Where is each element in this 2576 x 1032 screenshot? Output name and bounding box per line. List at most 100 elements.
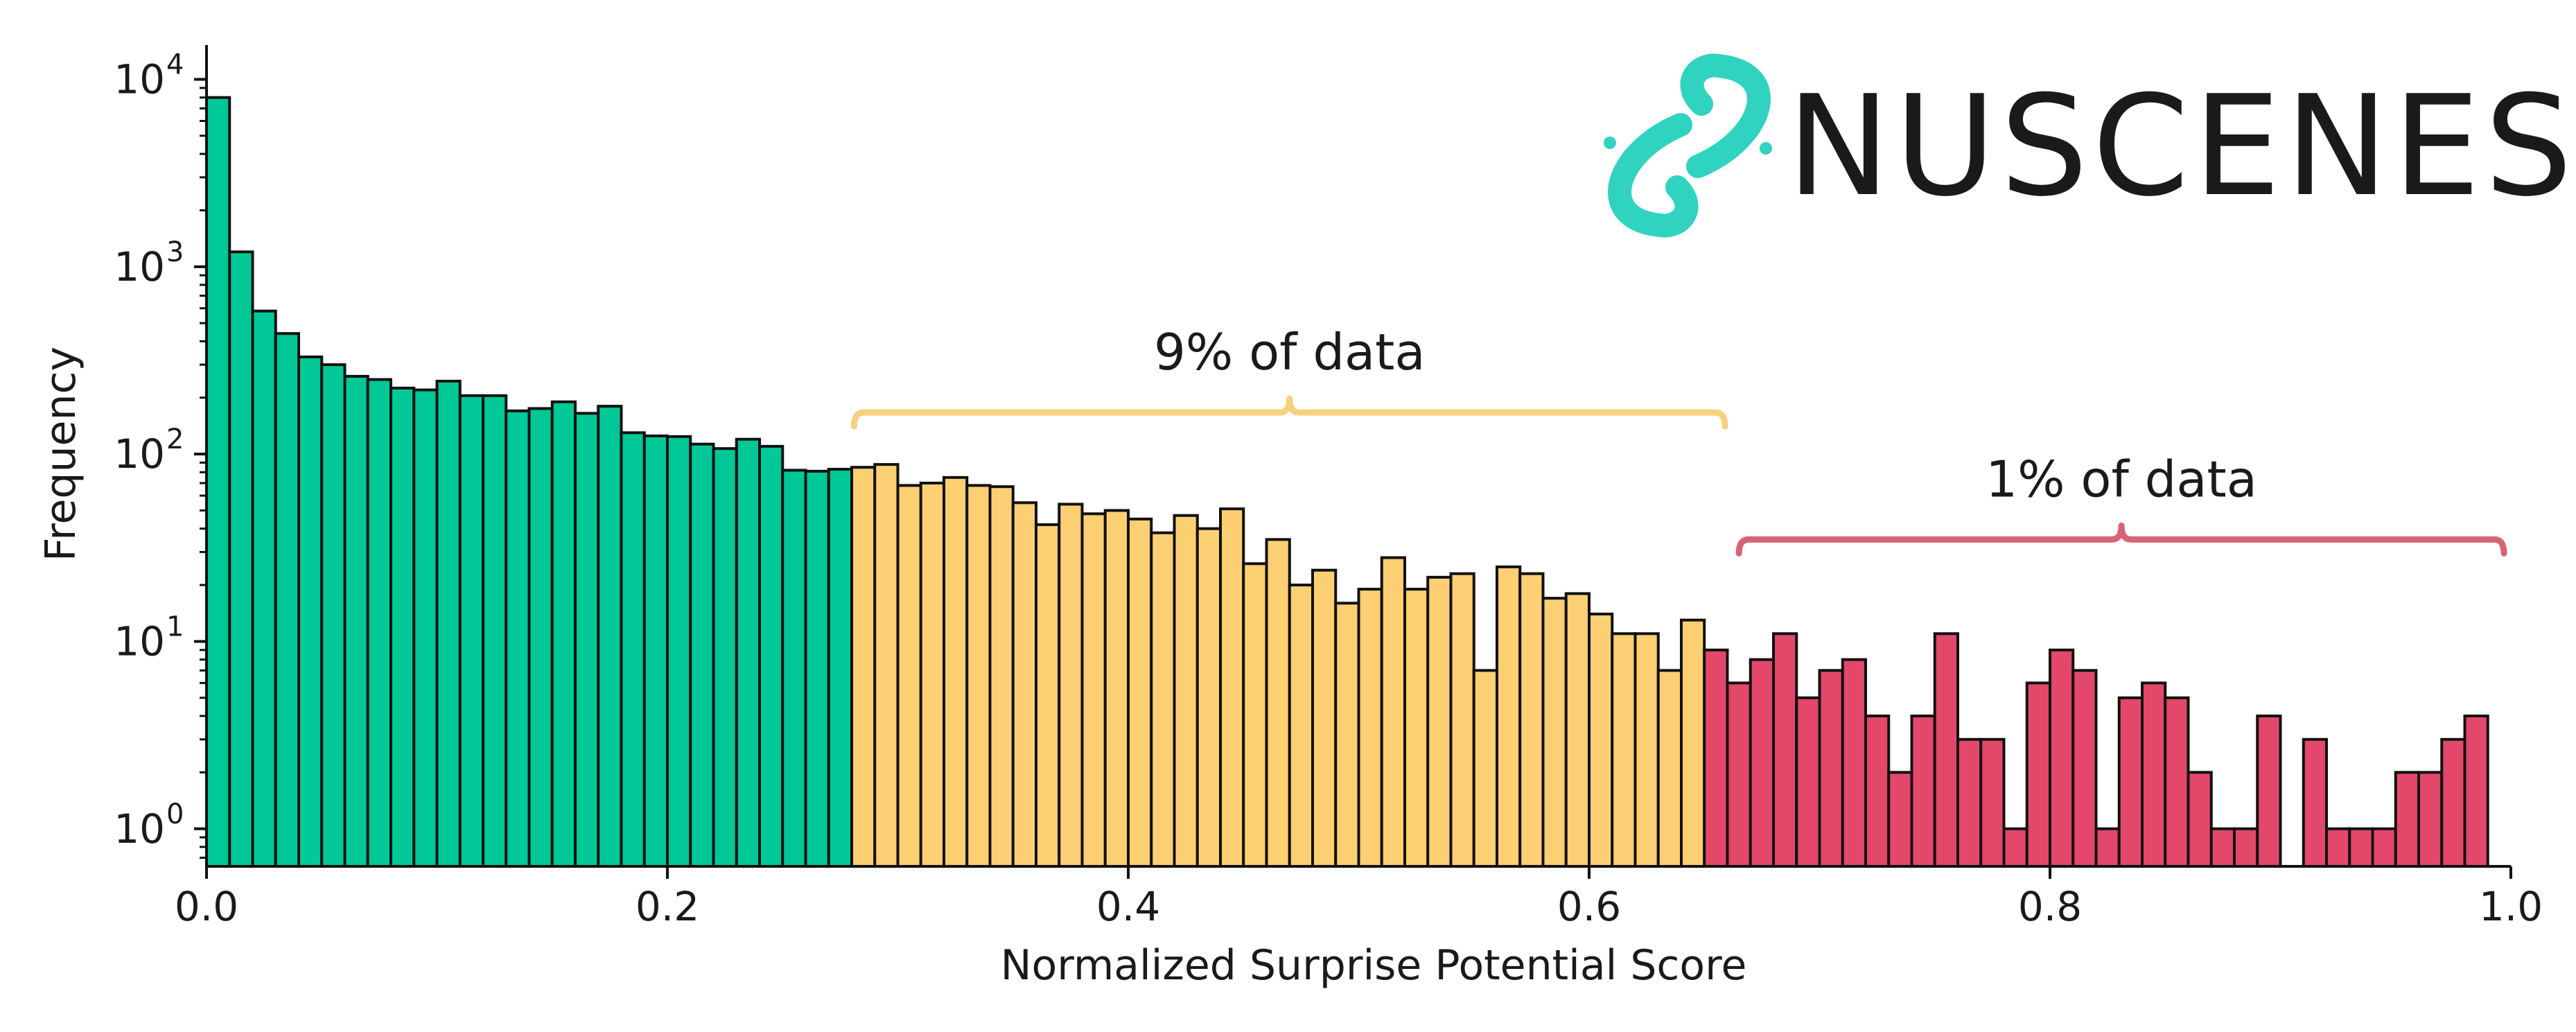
histogram-bar [1772,632,1798,868]
y-tick-label: 10 [114,805,165,852]
histogram-bar [1242,562,1268,868]
histogram-bar [1103,509,1130,868]
histogram-bar [251,309,277,868]
logo-wordmark: NUSCENES [1787,66,2576,227]
histogram-bar [1426,575,1453,868]
histogram-bar [205,96,231,868]
histogram-bar [827,468,853,868]
histogram-bar [965,484,992,868]
histogram-bar [527,407,554,868]
histogram-bar [1933,632,1959,868]
histogram-bar [1564,592,1591,868]
histogram-bar [228,250,254,868]
histogram-bar [850,466,877,868]
histogram-bar [1357,588,1383,868]
nuscenes-link-icon [1604,53,1772,238]
y-tick-exponent: 0 [166,798,184,830]
annotations-group: 9% of data 1% of data [850,323,2507,557]
histogram-bar [2094,827,2121,868]
histogram-bar [1127,517,1153,868]
histogram-bar [919,482,945,868]
histogram-bar [2463,715,2489,868]
histogram-bar [458,394,484,868]
histogram-bar [1611,632,1637,868]
histogram-bar [550,400,577,868]
histogram-bar [482,394,508,868]
x-axis-title: Normalized Surprise Potential Score [1001,941,1747,990]
y-tick-label: 10 [114,56,165,103]
histogram-bar [1173,514,1199,868]
histogram-bar [1035,523,1061,868]
histogram-bar [1726,681,1752,868]
y-axis-title: Frequency [37,347,85,561]
histogram-bar [2002,827,2029,868]
histogram-bar [1749,658,1775,868]
histogram-bar [1334,602,1360,868]
x-tick-label: 0.4 [1096,883,1160,930]
bars-group [205,96,2489,868]
histogram-bar [2141,681,2167,868]
histogram-bar [1956,737,1983,868]
histogram-bar [1195,527,1222,868]
histogram-bar [620,431,646,868]
histogram-bar [2164,696,2190,868]
histogram-bar [1380,556,1406,868]
histogram-bar [1472,669,1498,868]
histogram-bar [1680,618,1706,868]
x-tick-label: 1.0 [2479,883,2543,930]
histogram-bar [2256,715,2282,868]
histogram-bar [1080,512,1107,868]
histogram-bar [1449,572,1475,868]
nuscenes-logo: NUSCENES [1604,53,2576,238]
histogram-bar [2371,827,2397,868]
annotation-label: 1% of data [1986,450,2257,508]
annotation-label: 9% of data [1154,323,1426,381]
histogram-bar [1518,572,1545,868]
histogram-bar [712,447,738,868]
annotation-brace [850,395,1728,430]
histogram-bar [896,484,922,868]
x-tick-label: 0.8 [2018,883,2082,930]
histogram-bar [943,475,969,868]
histogram-bar [1887,771,1913,868]
histogram-bar [1403,588,1430,868]
y-tick-exponent: 3 [166,236,184,268]
histogram-bar [1795,696,1821,868]
histogram-bar [389,386,416,868]
histogram-bar [873,463,900,868]
histogram-bar [1311,568,1338,868]
histogram-bar [2440,737,2467,868]
histogram-bar [274,332,300,868]
histogram-bar [666,435,692,868]
y-tick-exponent: 4 [166,49,184,81]
histogram-bar [2302,737,2328,868]
histogram-bar [2049,648,2075,868]
histogram-bar [1656,669,1683,868]
histogram-bar [1058,502,1084,868]
histogram-bar [758,444,785,868]
histogram-bar [1703,648,1729,868]
y-tick-label: 10 [114,618,165,665]
x-tick-label: 0.0 [175,883,238,930]
histogram-bar [435,379,462,868]
histogram-bar [2209,827,2236,868]
histogram-bar [2117,696,2144,868]
histogram-bar [735,437,761,868]
histogram-bar [1841,658,1867,868]
y-tick-exponent: 1 [166,611,184,642]
y-tick-exponent: 2 [166,423,184,455]
histogram-bar [988,485,1015,868]
histogram-bar [2417,771,2444,868]
y-tick-label: 10 [114,243,165,290]
histogram-bar [1910,715,1936,868]
annotation-brace [1735,522,2507,557]
x-tick-label: 0.2 [636,883,699,930]
histogram-bar [804,469,830,868]
histogram-bar [642,434,669,868]
histogram-bar [1150,531,1176,868]
y-tick-label: 10 [114,430,165,478]
histogram-bar [412,388,439,868]
histogram-bar [1265,538,1291,868]
histogram-bar [2071,669,2098,868]
